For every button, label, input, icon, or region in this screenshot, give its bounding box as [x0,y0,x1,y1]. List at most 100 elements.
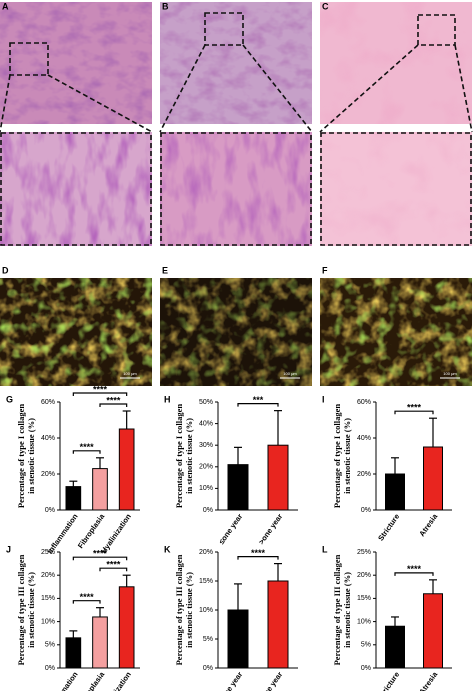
y-tick-label: 25% [357,549,371,556]
texture [320,278,472,386]
significance-label: **** [407,403,422,413]
bar [423,446,443,511]
y-axis-label: Percentage of type I collagen [174,404,184,508]
zoom-line [159,44,206,133]
significance-bracket [72,450,101,454]
zoom-line [0,74,11,133]
y-tick-label: 20% [41,471,55,478]
significance-label: **** [93,549,108,559]
y-axis-label: in stenotic tissue (%) [26,572,36,648]
y-axis-label: in stenotic tissue (%) [184,418,194,494]
bar [92,468,108,511]
scale-label: 100 μm [443,371,457,376]
zoom-frame [0,132,152,246]
texture [160,2,312,124]
bar [118,586,135,669]
y-tick-label: 15% [357,595,371,602]
zoom-box [417,14,456,46]
y-tick-label: 5% [203,636,213,643]
zoom-line [319,44,419,133]
significance-label: **** [407,564,422,574]
texture [0,132,152,246]
bar [267,444,289,511]
panel-label: G [6,394,13,404]
zoom-box [204,12,244,46]
significance-bracket [72,392,128,396]
y-tick-label: 40% [41,435,55,442]
x-tick-label: Hyalinization [99,670,133,691]
y-tick-label: 15% [41,595,55,602]
bar [227,464,249,511]
y-tick-label: 20% [199,464,213,471]
y-axis-label: in stenotic tissue (%) [342,572,352,648]
significance-label: **** [106,560,121,570]
texture [0,278,152,386]
y-axis-label: in stenotic tissue (%) [26,418,36,494]
bar [385,625,405,669]
y-tick-label: 40% [357,435,371,442]
y-tick-label: 10% [357,618,371,625]
y-axis-label: Percentage of type I collagen [16,404,26,508]
significance-label: **** [80,442,95,452]
y-axis-label: Percentage of type III collagen [16,554,26,665]
significance-bracket [394,410,434,415]
significance-bracket [394,572,434,576]
x-tick-label: Fibroplasia [76,669,107,691]
significance-label: **** [93,384,108,394]
texture [320,2,472,124]
significance-bracket [237,403,279,407]
significance-bracket [72,556,128,561]
significance-label: **** [80,592,95,602]
significance-label: **** [251,548,266,558]
significance-label: *** [253,395,264,405]
y-tick-label: 60% [357,399,371,406]
texture [0,2,152,124]
x-tick-label: Atresia [417,669,439,691]
bar [65,486,82,511]
y-tick-label: 20% [357,572,371,579]
y-tick-label: 5% [45,642,55,649]
x-tick-label: Stricture [376,670,401,691]
x-tick-label: Inflammation [45,670,79,691]
significance-bracket [237,556,279,560]
panel-label: F [322,265,328,275]
zoom-line [454,44,473,133]
bar [267,580,289,669]
y-axis-label: in stenotic tissue (%) [342,418,352,494]
panel-label: I [322,394,325,404]
panel-label: A [2,1,9,11]
zoom-line [242,44,313,133]
panel-label: L [322,544,328,554]
y-tick-label: 15% [199,578,213,585]
y-tick-label: 0% [361,507,371,514]
zoom-frame [160,132,312,246]
significance-bracket [99,567,128,572]
panel-label: H [164,394,171,404]
y-tick-label: 30% [199,442,213,449]
y-tick-label: 0% [45,507,55,514]
texture [160,132,312,246]
panel-label: E [162,265,168,275]
scale-label: 100 μm [123,371,137,376]
panel-label: J [6,544,11,554]
zoom-line [47,74,153,133]
panel-label: C [322,1,329,11]
y-tick-label: 25% [41,549,55,556]
y-tick-label: 0% [361,665,371,672]
y-tick-label: 20% [41,572,55,579]
zoom-box [9,42,49,76]
y-tick-label: 40% [199,420,213,427]
y-tick-label: 0% [203,665,213,672]
bar [65,637,82,669]
texture [320,132,472,246]
y-axis-label: Percentage of type III collagen [174,554,184,665]
x-tick-label: >one year [257,670,285,691]
significance-bracket [72,600,101,604]
y-tick-label: 10% [41,618,55,625]
scale-label: 100 μm [283,371,297,376]
y-tick-label: 0% [203,507,213,514]
panel-label: B [162,1,169,11]
x-tick-label: ≤one year [217,670,244,691]
panel-label: D [2,265,9,275]
